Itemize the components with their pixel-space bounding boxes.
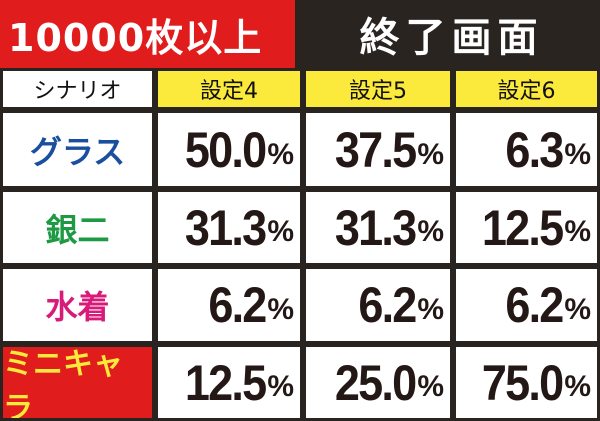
value-mini-chara-s5: 25.0% — [303, 344, 453, 421]
value-ginji-s5: 31.3% — [303, 189, 453, 266]
value-ginji-s4: 31.3% — [155, 189, 303, 266]
value-glass-s5: 37.5% — [303, 110, 453, 189]
value-swimsuit-s4: 6.2% — [155, 266, 303, 344]
banner-end-screen: 終了画面 — [303, 0, 600, 68]
value-swimsuit-s6: 6.2% — [453, 266, 600, 344]
value-ginji-s6: 12.5% — [453, 189, 600, 266]
header-scenario: シナリオ — [0, 68, 155, 110]
row-label-swimsuit: 水着 — [0, 266, 155, 344]
banner-coin-threshold: 10000枚以上 — [0, 0, 303, 68]
header-setting-6: 設定6 — [453, 68, 600, 110]
row-label-ginji: 銀二 — [0, 189, 155, 266]
row-label-mini-chara: ミニキャラ — [0, 344, 155, 421]
header-setting-4: 設定4 — [155, 68, 303, 110]
value-glass-s4: 50.0% — [155, 110, 303, 189]
value-mini-chara-s4: 12.5% — [155, 344, 303, 421]
value-mini-chara-s6: 75.0% — [453, 344, 600, 421]
value-swimsuit-s5: 6.2% — [303, 266, 453, 344]
row-label-glass: グラス — [0, 110, 155, 189]
header-setting-5: 設定5 — [303, 68, 453, 110]
value-glass-s6: 6.3% — [453, 110, 600, 189]
